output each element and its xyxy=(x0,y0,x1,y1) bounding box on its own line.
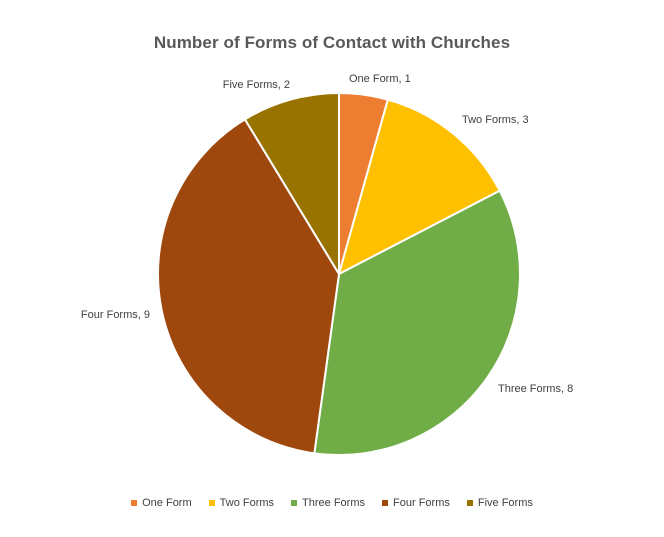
legend-swatch xyxy=(466,500,473,506)
chart-title: Number of Forms of Contact with Churches xyxy=(153,33,511,52)
legend-item-one-form: One Form xyxy=(131,497,192,509)
data-label-five-forms: Five Forms, 2 xyxy=(223,79,290,91)
legend-label: One Form xyxy=(142,497,192,509)
legend-item-two-forms: Two Forms xyxy=(208,497,275,509)
pie-slice-four-forms xyxy=(157,117,341,455)
legend-label: Five Forms xyxy=(477,497,533,509)
data-label-two-forms: Two Forms, 3 xyxy=(462,114,529,126)
pie-slice-three-forms xyxy=(313,189,521,456)
legend-swatch xyxy=(208,500,215,506)
pie-slice-five-forms xyxy=(243,91,340,278)
data-label-four-forms: Four Forms, 9 xyxy=(81,309,150,321)
legend-swatch xyxy=(291,500,298,506)
legend-item-four-forms: Four Forms xyxy=(382,497,450,509)
legend-swatch xyxy=(382,500,389,506)
legend-label: Four Forms xyxy=(393,497,450,509)
legend-label: Two Forms xyxy=(219,497,275,509)
pie-slice-two-forms xyxy=(337,98,502,276)
legend-label: Three Forms xyxy=(302,497,366,509)
legend-swatch xyxy=(131,500,138,506)
legend-item-five-forms: Five Forms xyxy=(466,497,533,509)
data-label-three-forms: Three Forms, 8 xyxy=(498,383,573,395)
legend-item-three-forms: Three Forms xyxy=(291,497,365,509)
chart-legend: One Form Two Forms Three Forms Four Forms Fi… xyxy=(0,497,664,509)
data-label-one-form: One Form, 1 xyxy=(349,73,411,85)
